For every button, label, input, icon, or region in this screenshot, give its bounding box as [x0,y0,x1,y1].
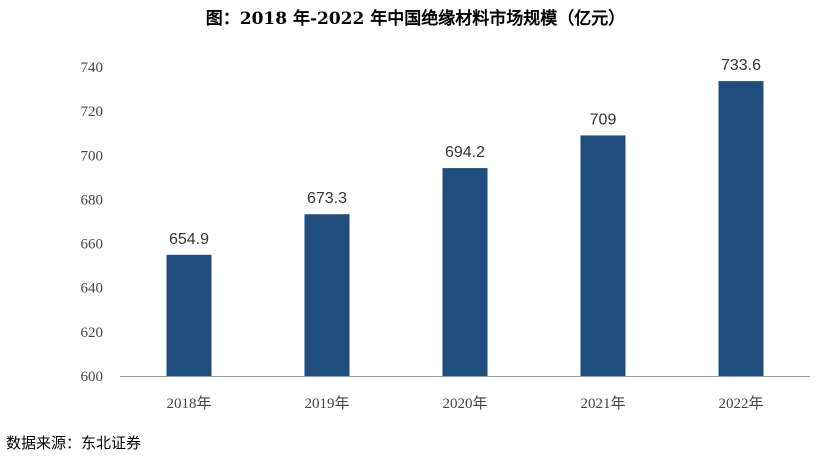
y-tick-label: 740 [81,60,104,76]
x-axis-ticks: 2018年 2019年 2020年 2021年 2022年 [166,395,763,412]
y-tick-label: 620 [81,325,104,341]
x-tick-label: 2021年 [580,395,625,412]
data-label: 654.9 [169,231,209,248]
data-label: 709 [590,111,617,128]
y-tick-label: 660 [81,237,104,253]
data-source-note: 数据来源：东北证券 [6,434,142,452]
bar-2019年 [304,214,350,376]
y-tick-label: 640 [81,281,104,297]
data-label: 694.2 [445,144,485,161]
y-tick-label: 600 [81,369,104,385]
bar-2022年 [718,81,764,376]
bar-2020年 [442,168,488,376]
x-tick-label: 2019年 [304,395,349,412]
y-axis-ticks: 600 620 640 660 680 700 720 740 [81,60,104,385]
bar-2018年 [166,254,212,376]
data-label: 673.3 [307,190,347,207]
x-tick-label: 2018年 [166,395,211,412]
y-tick-label: 720 [81,104,104,120]
bar-series [166,81,764,376]
data-label: 733.6 [721,57,761,74]
y-tick-label: 680 [81,192,104,208]
x-tick-label: 2020年 [442,395,487,412]
chart-title: 图：2018 年-2022 年中国绝缘材料市场规模（亿元） [205,9,626,29]
bar-2021年 [580,135,626,376]
y-tick-label: 700 [81,148,104,164]
x-tick-label: 2022年 [718,395,763,412]
data-labels: 654.9 673.3 694.2 709 733.6 [169,57,761,248]
